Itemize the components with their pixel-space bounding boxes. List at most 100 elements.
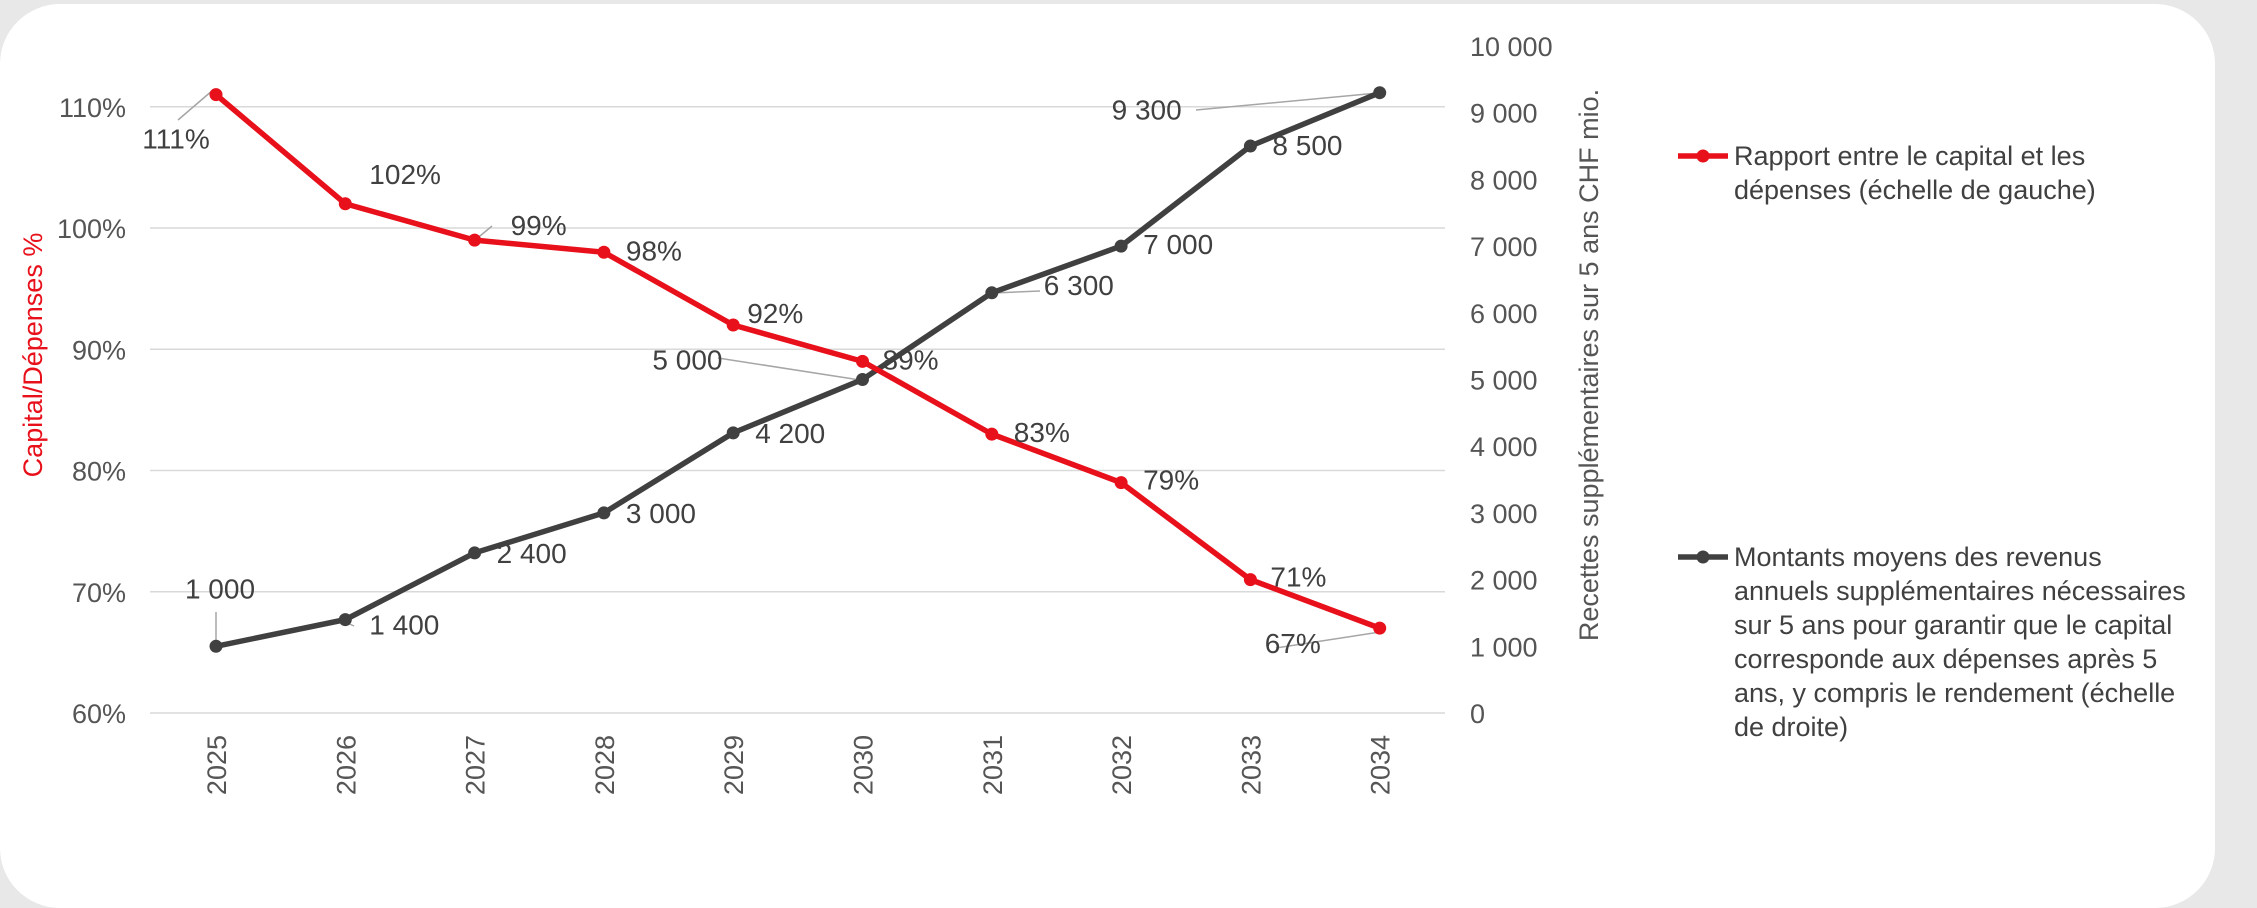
right-tick-label: 8 000: [1470, 165, 1538, 195]
legend-label-line: annuels supplémentaires nécessaires: [1734, 576, 2186, 606]
series-line-additional-revenue: [213, 89, 1383, 650]
data-point: [468, 233, 482, 247]
data-label: 92%: [747, 298, 803, 329]
left-axis-ticks: 60% 70% 80% 90% 100% 110%: [57, 93, 126, 729]
legend-label-line: ans, y compris le rendement (échelle: [1734, 678, 2175, 708]
series-points: [209, 86, 1387, 653]
data-label: 98%: [626, 235, 682, 266]
x-tick-label: 2029: [719, 735, 749, 795]
data-label: 6 300: [1044, 270, 1114, 301]
data-label: 7 000: [1143, 229, 1213, 260]
right-tick-label: 0: [1470, 699, 1485, 729]
data-label: 111%: [142, 124, 209, 155]
data-point: [597, 506, 611, 520]
left-tick-label: 110%: [59, 93, 126, 123]
legend-swatch-marker: [1696, 550, 1710, 564]
data-label: 2 400: [497, 538, 567, 569]
series-line-capital-ratio: [213, 91, 1383, 631]
legend-label-line: de droite): [1734, 712, 1848, 742]
left-tick-label: 60%: [72, 699, 126, 729]
data-label: 8 500: [1272, 130, 1342, 161]
data-point: [209, 88, 223, 102]
data-point: [1373, 621, 1387, 635]
data-point: [1243, 139, 1257, 153]
left-tick-label: 80%: [72, 457, 126, 487]
x-axis-ticks: 2025 2026 2027 2028 2029 2030 2031 2032 2033 2034: [202, 735, 1396, 795]
left-tick-label: 100%: [57, 214, 126, 244]
right-axis-ticks: 0 1 000 2 000 3 000 4 000 5 000 6 000 7 000 8 00…: [1470, 32, 1553, 729]
legend-label-line: sur 5 ans pour garantir que le capital: [1734, 610, 2172, 640]
legend-swatch-marker: [1696, 149, 1710, 163]
leader-line: [1195, 92, 1379, 111]
data-point: [468, 546, 482, 560]
data-label: 3 000: [626, 498, 696, 529]
data-point: [726, 318, 740, 332]
right-axis-title: Recettes supplémentaires sur 5 ans CHF m…: [1574, 89, 1604, 641]
data-label: 5 000: [652, 345, 722, 376]
left-axis-title: Capital/Dépenses %: [18, 233, 48, 478]
x-tick-label: 2034: [1366, 735, 1396, 795]
x-tick-label: 2026: [331, 735, 361, 795]
data-point: [1243, 573, 1257, 587]
data-point: [856, 373, 869, 386]
label-leader-lines: [177, 89, 1381, 649]
data-label: 71%: [1270, 562, 1326, 593]
data-point: [1114, 239, 1128, 253]
data-label: 9 300: [1112, 95, 1182, 126]
data-point: [338, 197, 352, 211]
right-tick-label: 1 000: [1470, 632, 1538, 662]
legend-label-line: Montants moyens des revenus: [1734, 542, 2102, 572]
x-tick-label: 2028: [590, 735, 620, 795]
legend-label-line: dépenses (échelle de gauche): [1734, 175, 2096, 205]
data-label: 89%: [883, 344, 939, 375]
x-tick-label: 2032: [1107, 735, 1137, 795]
leader-line: [717, 357, 861, 381]
data-point: [338, 613, 352, 627]
data-point: [209, 639, 223, 653]
legend-label: Montants moyens des revenus annuels suppl…: [1734, 542, 2186, 742]
right-tick-label: 4 000: [1470, 432, 1538, 462]
data-point: [1373, 86, 1387, 100]
data-point: [726, 426, 740, 440]
x-tick-label: 2025: [202, 735, 232, 795]
leader-line: [993, 290, 1041, 294]
data-point: [1114, 476, 1128, 490]
data-point: [985, 286, 999, 300]
x-tick-label: 2031: [978, 735, 1008, 795]
x-tick-label: 2033: [1236, 735, 1266, 795]
right-tick-label: 6 000: [1470, 299, 1538, 329]
right-tick-label: 3 000: [1470, 499, 1538, 529]
right-tick-label: 9 000: [1470, 99, 1538, 129]
x-tick-label: 2027: [461, 735, 491, 795]
data-label: 1 400: [369, 610, 439, 641]
data-point: [856, 354, 869, 368]
legend: Rapport entre le capital et les dépenses …: [1678, 141, 2186, 742]
data-label: 1 000: [185, 573, 255, 604]
right-tick-label: 2 000: [1470, 566, 1538, 596]
leader-line: [177, 89, 214, 121]
left-tick-label: 70%: [72, 578, 126, 608]
legend-label-line: corresponde aux dépenses après 5: [1734, 644, 2157, 674]
data-label: 79%: [1143, 465, 1199, 496]
data-label: 67%: [1265, 628, 1321, 659]
data-label: 99%: [511, 210, 567, 241]
data-point: [597, 245, 611, 259]
left-tick-label: 90%: [72, 335, 126, 365]
data-label: 4 200: [755, 418, 825, 449]
legend-label: Rapport entre le capital et les dépenses …: [1734, 141, 2096, 205]
legend-label-line: Rapport entre le capital et les: [1734, 141, 2085, 171]
legend-entry: Rapport entre le capital et les dépenses …: [1678, 141, 2096, 205]
right-tick-label: 5 000: [1470, 366, 1538, 396]
chart-card: [0, 4, 2215, 908]
data-label: 102%: [369, 159, 441, 190]
series-lines: [213, 89, 1383, 650]
data-label: 83%: [1014, 417, 1070, 448]
data-labels: 1 000 1 400 2 400 3 000 4 200 5 000 6 300 7 000…: [142, 95, 1342, 659]
right-tick-label: 10 000: [1470, 32, 1553, 62]
right-tick-label: 7 000: [1470, 232, 1538, 262]
x-tick-label: 2030: [849, 735, 879, 795]
legend-entry: Montants moyens des revenus annuels suppl…: [1678, 542, 2186, 742]
leader-line: [1275, 631, 1381, 649]
data-point: [985, 427, 999, 441]
